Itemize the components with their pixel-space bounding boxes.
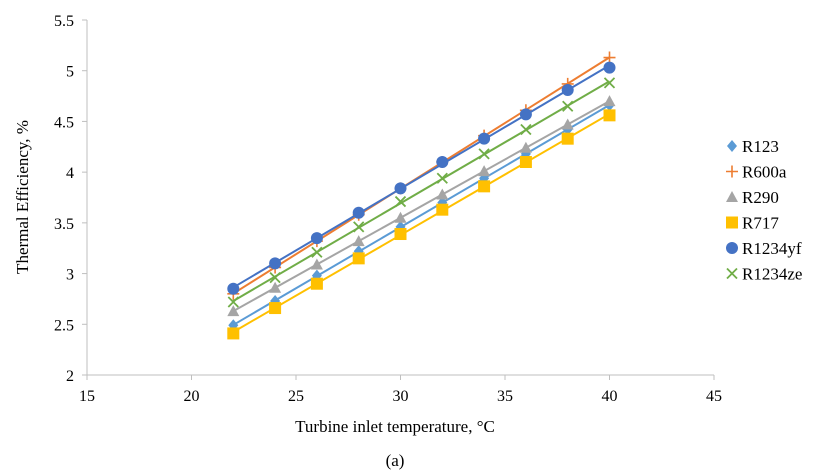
data-point [394, 195, 407, 208]
data-point [603, 51, 616, 64]
data-point [603, 95, 616, 107]
data-point [269, 271, 281, 284]
data-point [227, 296, 239, 308]
series-r1234yf [227, 61, 616, 295]
legend-marker [726, 242, 738, 254]
series-layer [227, 51, 616, 340]
legend-item: R290 [726, 188, 779, 207]
data-point [520, 123, 532, 136]
legend-marker [727, 140, 737, 152]
data-point [394, 211, 407, 223]
data-point [310, 277, 323, 290]
data-point [269, 257, 282, 270]
data-point [436, 188, 449, 200]
x-tick-label: 35 [497, 388, 513, 405]
legend-label: R1234yf [742, 239, 802, 258]
legend: R123 R600a R290 R717 R1234yf R1234ze [726, 137, 802, 284]
y-tick-label: 4.5 [54, 114, 74, 131]
legend-item: R600a [726, 163, 787, 182]
x-tick-label: 20 [184, 388, 200, 405]
data-point [352, 252, 365, 265]
x-tick-label: 30 [393, 388, 409, 405]
y-tick-label: 5.5 [54, 13, 74, 30]
data-point [269, 302, 282, 315]
y-tick-label: 3 [66, 267, 74, 284]
y-axis-title: Thermal Efficiency, % [13, 120, 32, 274]
data-point [562, 123, 573, 136]
y-tick-label: 5 [66, 64, 74, 81]
trendline [232, 80, 611, 302]
trendline [232, 100, 610, 312]
data-point [519, 108, 532, 121]
legend-label: R290 [742, 188, 779, 207]
data-point [603, 61, 616, 74]
data-point [561, 83, 574, 96]
legend-marker [726, 191, 738, 202]
y-tick-label: 3.5 [54, 216, 74, 233]
data-point [436, 172, 448, 184]
trendline [232, 64, 611, 289]
y-tick-label: 2.5 [54, 317, 74, 334]
data-point [310, 232, 323, 245]
legend-marker [726, 267, 738, 280]
figure-caption: (a) [386, 451, 405, 470]
trendline [232, 104, 611, 326]
data-point [478, 132, 491, 145]
y-tick-label: 2 [66, 368, 74, 385]
data-point [227, 282, 240, 295]
data-point [519, 141, 532, 153]
data-point [310, 258, 323, 270]
data-point [352, 235, 365, 247]
data-point [227, 327, 240, 340]
data-point [227, 305, 240, 317]
legend-label: R1234ze [742, 265, 802, 284]
legend-label: R717 [742, 214, 779, 233]
data-point [311, 246, 323, 258]
y-tick-label: 4 [66, 165, 74, 182]
data-point [603, 109, 616, 122]
data-point [353, 221, 365, 233]
data-point [603, 77, 616, 89]
series-r717 [227, 109, 616, 340]
data-point [519, 156, 532, 168]
x-tick-label: 25 [288, 388, 304, 405]
data-point [561, 132, 574, 145]
data-point [478, 180, 491, 193]
legend-item: R123 [727, 137, 779, 156]
legend-item: R717 [726, 214, 779, 233]
data-point [478, 148, 490, 160]
data-point [436, 203, 449, 216]
legend-item: R1234yf [726, 239, 802, 258]
legend-marker [726, 216, 738, 229]
legend-item: R1234ze [726, 265, 802, 284]
data-point [436, 156, 449, 168]
data-point [352, 206, 365, 219]
data-point [478, 165, 491, 177]
legend-label: R123 [742, 137, 779, 156]
data-point [561, 118, 574, 130]
x-axis-title: Turbine inlet temperature, °C [295, 417, 495, 436]
trendline [232, 113, 611, 333]
legend-marker [726, 165, 738, 178]
series-r290 [227, 95, 616, 317]
legend-label: R600a [742, 163, 787, 182]
data-point [269, 281, 282, 293]
plot-axes: 15 20 25 30 35 40 45 2 2.5 3 3.5 4 4.5 5 5.5 [54, 13, 722, 405]
x-tick-label: 40 [602, 388, 618, 405]
series-r1234ze [227, 77, 616, 308]
data-point [394, 228, 407, 241]
data-point [562, 100, 574, 112]
x-tick-label: 15 [79, 388, 95, 405]
data-point [394, 182, 407, 195]
x-tick-label: 45 [706, 388, 722, 405]
